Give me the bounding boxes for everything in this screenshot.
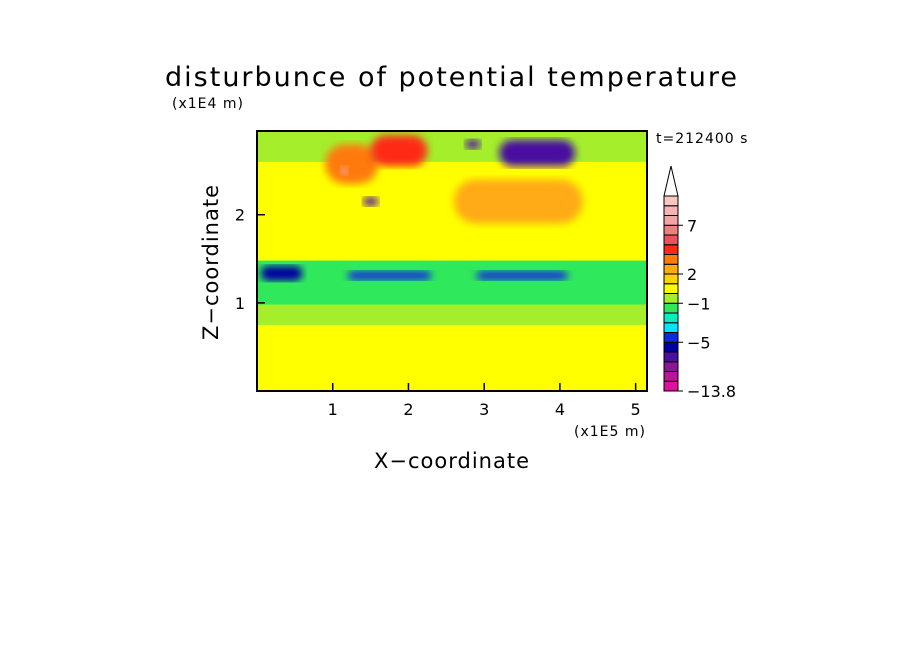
- field-region: [257, 324, 647, 391]
- x-tick-label: 4: [555, 400, 565, 419]
- field-region: [257, 260, 647, 305]
- colorbar-segment: [663, 283, 679, 294]
- x-tick-label: 5: [631, 400, 641, 419]
- colorbar-tick-label: −13.8: [687, 382, 736, 401]
- time-label: t=212400 s: [656, 131, 748, 147]
- colorbar-segment: [663, 322, 679, 333]
- x-axis-label: X−coordinate: [374, 449, 530, 473]
- colorbar-segment: [663, 332, 679, 343]
- chart-title: disturbunce of potential temperature: [165, 62, 739, 93]
- plot-frame: [256, 130, 648, 392]
- y-tick-label: 2: [235, 206, 245, 225]
- colorbar-segment: [663, 371, 679, 382]
- colorbar-segment: [663, 293, 679, 304]
- y-axis-label: Z−coordinate: [199, 184, 223, 340]
- field-region: [325, 144, 379, 184]
- y-axis: 12: [235, 206, 265, 313]
- colorbar-segment: [663, 351, 679, 363]
- x-axis-unit: (x1E5 m): [574, 424, 646, 440]
- colorbar-segment: [663, 234, 679, 246]
- field-region: [465, 139, 481, 149]
- x-tick-label: 1: [328, 400, 338, 419]
- x-tick-label: 3: [479, 400, 489, 419]
- heatmap-plot-area: [256, 130, 648, 392]
- field-region: [476, 271, 568, 280]
- colorbar-segment: [663, 263, 679, 275]
- colorbar-extend-arrow: [663, 165, 679, 197]
- field-region: [363, 197, 379, 206]
- field-region: [347, 271, 432, 280]
- colorbar: 7 2 −1 −5 −13.8: [663, 165, 736, 401]
- field-region: [453, 179, 583, 224]
- colorbar-segment: [663, 341, 679, 353]
- x-axis: 1 2 3 4 5: [328, 383, 641, 419]
- colorbar-tick-label: −5: [687, 333, 711, 352]
- field-region: [257, 131, 647, 162]
- colorbar-segment: [663, 244, 679, 255]
- field-region: [257, 161, 647, 261]
- colorbar-segment: [663, 224, 679, 236]
- field-region: [499, 139, 576, 167]
- colorbar-segment: [663, 380, 679, 392]
- colorbar-tick-label: 2: [687, 265, 697, 284]
- colorbar-segment: [663, 273, 679, 285]
- y-axis-unit: (x1E4 m): [172, 96, 244, 112]
- colorbar-segment: [663, 361, 679, 372]
- colorbar-segment: [663, 312, 679, 324]
- field-region: [260, 265, 303, 281]
- colorbar-tick-label: 7: [687, 216, 697, 235]
- colorbar-segment: [663, 215, 679, 226]
- colorbar-segment: [663, 205, 679, 216]
- field-region: [340, 166, 348, 176]
- field-layer: [257, 131, 647, 391]
- x-tick-label: 2: [403, 400, 413, 419]
- field-region: [257, 304, 647, 325]
- field-region: [370, 135, 428, 167]
- colorbar-segment: [663, 254, 679, 265]
- y-tick-label: 1: [235, 294, 245, 313]
- colorbar-tick-label: −1: [687, 294, 711, 313]
- colorbar-segment: [663, 302, 679, 314]
- colorbar-segment: [663, 195, 679, 207]
